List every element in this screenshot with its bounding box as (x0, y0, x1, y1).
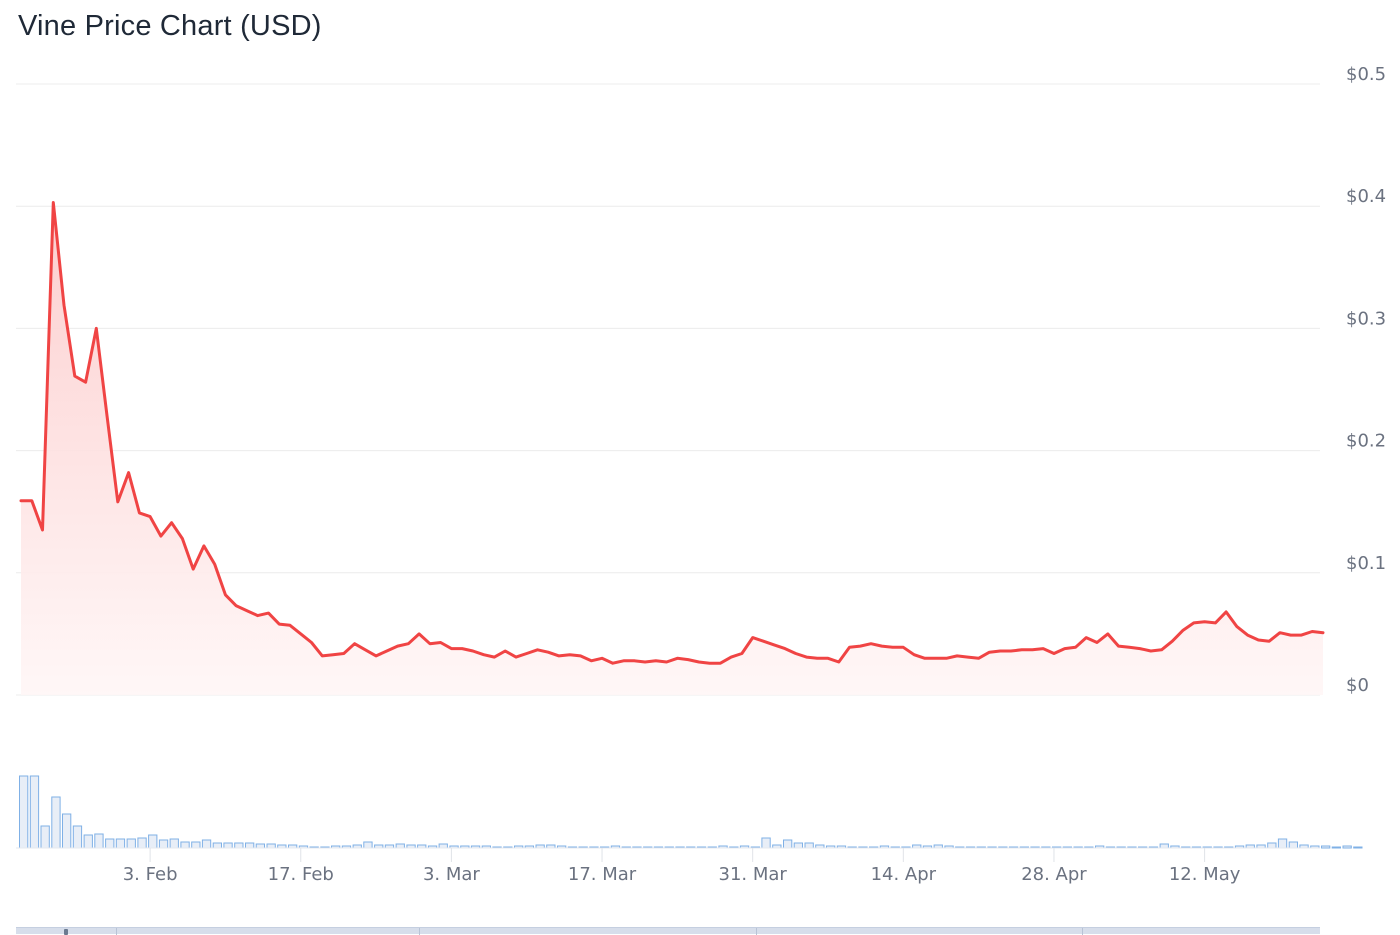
volume-bar (438, 843, 448, 849)
volume-bar (245, 842, 255, 849)
x-tick-label: 12. May (1169, 864, 1241, 885)
volume-bar (395, 843, 405, 849)
volume-bar (40, 825, 50, 849)
x-tick-label: 31. Mar (719, 864, 788, 885)
navigator-handle-icon[interactable] (64, 929, 68, 935)
y-axis-labels: $0 $0.1 $0.2 $0.3 $0.4 $0.5 (1346, 64, 1386, 696)
y-tick-label: $0 (1346, 675, 1369, 696)
volume-bar (19, 775, 29, 849)
navigator-divider (116, 928, 117, 935)
volume-bar (1331, 846, 1341, 849)
volume-bar (126, 838, 136, 849)
volume-bar (148, 834, 158, 849)
volume-bar (1288, 841, 1298, 849)
x-tick-label: 17. Mar (568, 864, 637, 885)
navigator-divider (419, 928, 420, 935)
volume-bar (115, 838, 126, 849)
navigator-divider (756, 928, 757, 935)
volume-bar (1321, 845, 1331, 849)
x-tick-label: 3. Feb (123, 864, 178, 885)
volume-bar (266, 843, 276, 849)
page-title: Vine Price Chart (USD) (18, 10, 322, 42)
navigator-scrollbar[interactable] (16, 927, 1320, 935)
volume-bar (804, 842, 814, 849)
volume-bar (180, 841, 190, 849)
y-tick-label: $0.4 (1346, 186, 1386, 207)
volume-bar (1267, 842, 1277, 849)
volume-bar (255, 843, 266, 849)
volume-bar (783, 839, 793, 849)
volume-bar (363, 841, 373, 849)
volume-bar (1353, 846, 1363, 849)
volume-bar (137, 837, 147, 849)
volume-bar (234, 842, 244, 849)
volume-bar (72, 825, 83, 849)
x-tick-label: 3. Mar (423, 864, 480, 885)
y-tick-label: $0.3 (1346, 308, 1386, 329)
volume-bar (201, 839, 212, 849)
x-tick-label: 28. Apr (1021, 864, 1087, 885)
volume-bars (16, 775, 1363, 849)
volume-bar (761, 837, 771, 849)
volume-bar (169, 838, 179, 849)
x-tick-label: 14. Apr (871, 864, 937, 885)
volume-bar (158, 839, 169, 849)
y-tick-label: $0.1 (1346, 553, 1386, 574)
volume-bar (223, 842, 233, 849)
x-axis: 3. Feb 17. Feb 3. Mar 17. Mar 31. Mar 14. Apr… (123, 848, 1241, 885)
x-tick-label: 17. Feb (268, 864, 334, 885)
navigator-divider (1082, 928, 1083, 935)
volume-bar (1342, 845, 1352, 849)
volume-bar (62, 813, 72, 849)
volume-bar (94, 833, 104, 849)
y-tick-label: $0.5 (1346, 64, 1386, 85)
volume-bar (793, 842, 804, 849)
volume-bar (83, 834, 93, 849)
price-line[interactable] (19, 201, 1325, 665)
y-tick-label: $0.2 (1346, 431, 1386, 452)
volume-bar (105, 838, 115, 849)
volume-bar (51, 796, 61, 849)
price-area-fill (21, 202, 1323, 695)
volume-bar (212, 842, 222, 849)
volume-bar (191, 841, 201, 849)
volume-bar (1277, 838, 1288, 849)
volume-bar (1159, 843, 1169, 849)
volume-bar (29, 775, 40, 849)
